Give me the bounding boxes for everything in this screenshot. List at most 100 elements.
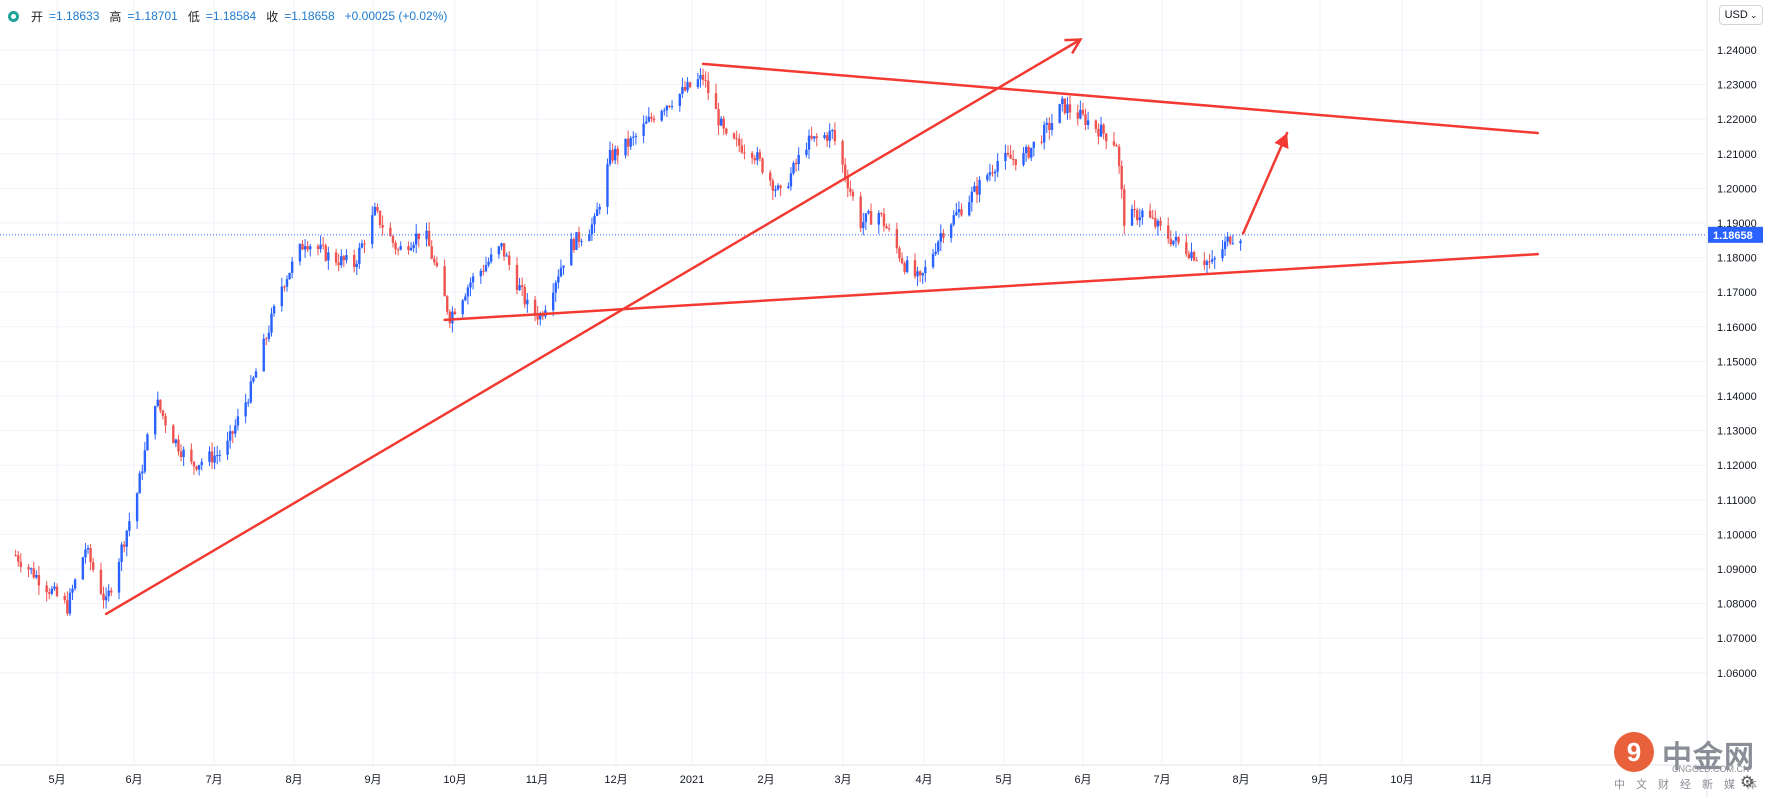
candle-body [179,451,183,458]
candle-body [1185,242,1188,254]
candle-body [17,555,20,562]
open-value: =1.18633 [49,9,100,23]
candle-body [29,568,33,570]
candle-body [825,135,829,141]
candle-body [1174,236,1178,241]
candle-body [960,209,963,216]
candle-body [988,172,992,176]
candle-body [84,549,87,558]
candle-body [1154,218,1157,227]
candle-body [497,246,501,255]
candle-body [652,118,656,121]
candle-body [740,145,744,153]
x-tick-label: 7月 [1153,774,1170,786]
candle-body [1024,146,1028,154]
candle-body [541,315,545,317]
candle-body [195,466,198,470]
candle-body [66,600,69,614]
candle-body [862,221,865,229]
candle-body [595,209,599,217]
candle-body [906,260,909,272]
candle-body [593,216,596,225]
candle-body [1081,109,1085,115]
candle-body [1172,240,1175,245]
candle-body [1112,141,1116,146]
candle-body [412,244,415,249]
trend-line[interactable] [104,38,1082,616]
candle-body [518,285,521,291]
candle-body [327,252,330,261]
candle-body [340,256,343,266]
candle-body [918,271,922,276]
candle-body [869,211,873,225]
candle-body [895,229,899,249]
x-tick-label: 8月 [1232,774,1249,786]
candle-body [1094,120,1098,129]
candle-body [1205,261,1209,265]
candle-body [681,87,684,95]
candle-body [309,246,312,250]
change-value: +0.00025 (+0.02%) [344,9,448,23]
candle-body [846,177,849,189]
x-tick-label: 5月 [995,774,1012,786]
candle-body [756,152,759,161]
candle-body [505,255,508,257]
candle-body [471,276,475,283]
candle-body [1138,217,1141,221]
candle-body [776,185,780,190]
candle-body [154,405,157,435]
candle-body [508,255,511,265]
logo-subtitle: 中文财经新媒体 [1614,779,1768,791]
trend-line[interactable] [1241,131,1289,235]
candle-body [949,224,953,238]
x-tick-label: 11月 [1470,774,1492,786]
candle-body [559,267,563,277]
candle-body [626,138,630,147]
candle-body [515,264,519,291]
candle-body [479,270,483,277]
candle-body [743,152,746,154]
y-tick-label: 1.14000 [1717,391,1757,403]
candle-body [1079,109,1082,119]
y-tick-label: 1.10000 [1717,529,1757,541]
candle-body [1210,259,1214,262]
candle-body [678,94,682,106]
candle-body [882,213,886,227]
candle-body [1084,114,1087,126]
candle-body [267,332,271,339]
trend-line[interactable] [443,252,1540,322]
candle-body [50,588,54,594]
candle-body [358,247,361,264]
candle-body [218,454,222,456]
candle-body [797,154,800,165]
candle-body [1159,220,1162,226]
candle-body [228,431,232,441]
currency-dropdown[interactable]: USD ⌄ [1719,5,1763,25]
candle-body [562,265,565,268]
gear-icon[interactable]: ⚙ [1740,774,1755,791]
candle-body [717,109,720,126]
candle-body [665,105,669,111]
candle-body [1076,112,1079,119]
candle-body [1030,147,1033,158]
candle-body [1102,124,1105,134]
candle-body [487,261,490,266]
candle-body [1148,210,1152,218]
candle-body [208,451,211,462]
trend-line[interactable] [701,62,1540,135]
candle-body [898,248,901,259]
candle-body [53,586,56,589]
candle-body [683,87,687,91]
candle-body [14,555,17,557]
candle-body [254,371,258,378]
candle-body [231,431,234,434]
candle-body [63,595,66,601]
currency-label: USD [1724,9,1748,21]
y-tick-label: 1.24000 [1717,45,1757,57]
candle-body [1050,123,1054,130]
candle-body [396,249,400,251]
candle-body [352,255,356,268]
candle-body [1117,146,1121,167]
candle-body [1167,225,1170,239]
